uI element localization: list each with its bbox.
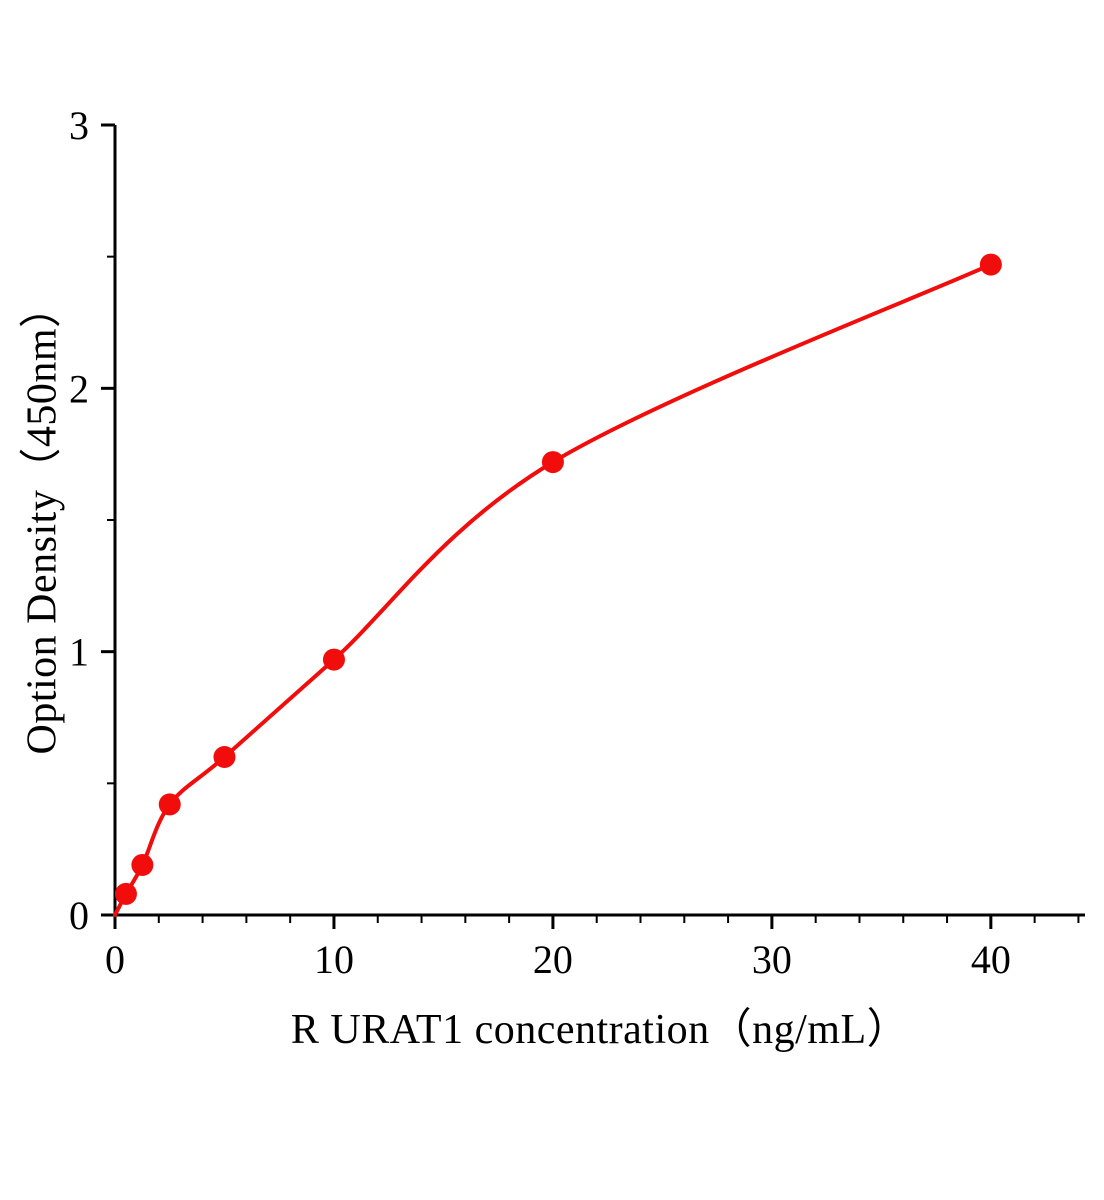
- x-tick-label: 30: [752, 937, 792, 982]
- data-point: [979, 253, 1002, 276]
- y-tick-label: 3: [69, 103, 89, 148]
- y-axis-title: Option Density（450nm）: [19, 285, 66, 755]
- data-point: [322, 648, 345, 671]
- data-point: [158, 793, 181, 816]
- data-point: [213, 746, 236, 768]
- x-axis-title: R URAT1 concentration（ng/mL）: [290, 1007, 910, 1053]
- y-tick-label: 2: [69, 366, 89, 411]
- x-tick-label: 20: [533, 937, 573, 982]
- data-point: [541, 451, 564, 474]
- x-tick-label: 0: [105, 937, 125, 982]
- y-tick-label: 0: [69, 893, 89, 938]
- data-point: [131, 853, 154, 876]
- data-point: [114, 882, 137, 905]
- y-tick-label: 1: [69, 630, 89, 675]
- x-tick-label: 40: [971, 937, 1011, 982]
- fit-curve: [113, 262, 993, 917]
- x-tick-label: 10: [314, 937, 354, 982]
